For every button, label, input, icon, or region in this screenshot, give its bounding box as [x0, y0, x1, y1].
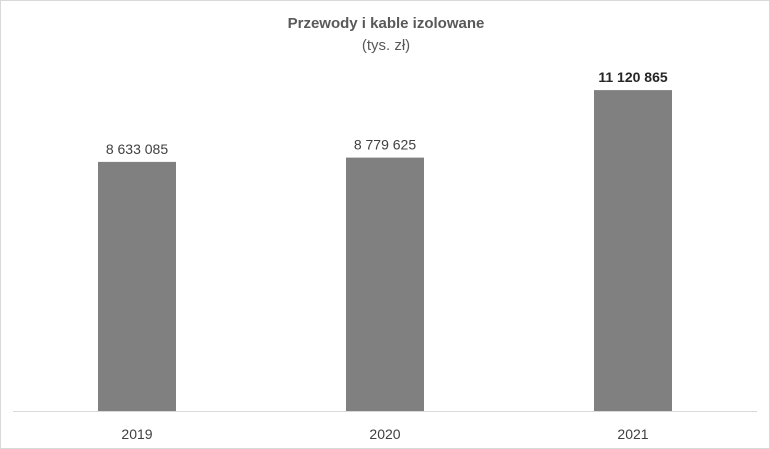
- x-tick-label-2021: 2021: [617, 426, 648, 442]
- bar-2019: [98, 161, 176, 411]
- tick-label-group: 2019 2020 2021: [121, 426, 648, 442]
- bar-2021: [594, 90, 672, 411]
- bar-group: [98, 90, 672, 411]
- bar-2020: [346, 157, 424, 411]
- chart-subtitle: (tys. zł): [362, 37, 410, 54]
- data-label-2020: 8 779 625: [354, 137, 416, 153]
- x-tick-label-2020: 2020: [369, 426, 400, 442]
- chart-title: Przewody i kable izolowane: [288, 15, 485, 32]
- x-tick-label-2019: 2019: [121, 426, 152, 442]
- data-label-2019: 8 633 085: [106, 141, 168, 157]
- data-label-2021: 11 120 865: [598, 69, 668, 85]
- value-label-group: 8 633 085 8 779 625 11 120 865: [106, 69, 668, 157]
